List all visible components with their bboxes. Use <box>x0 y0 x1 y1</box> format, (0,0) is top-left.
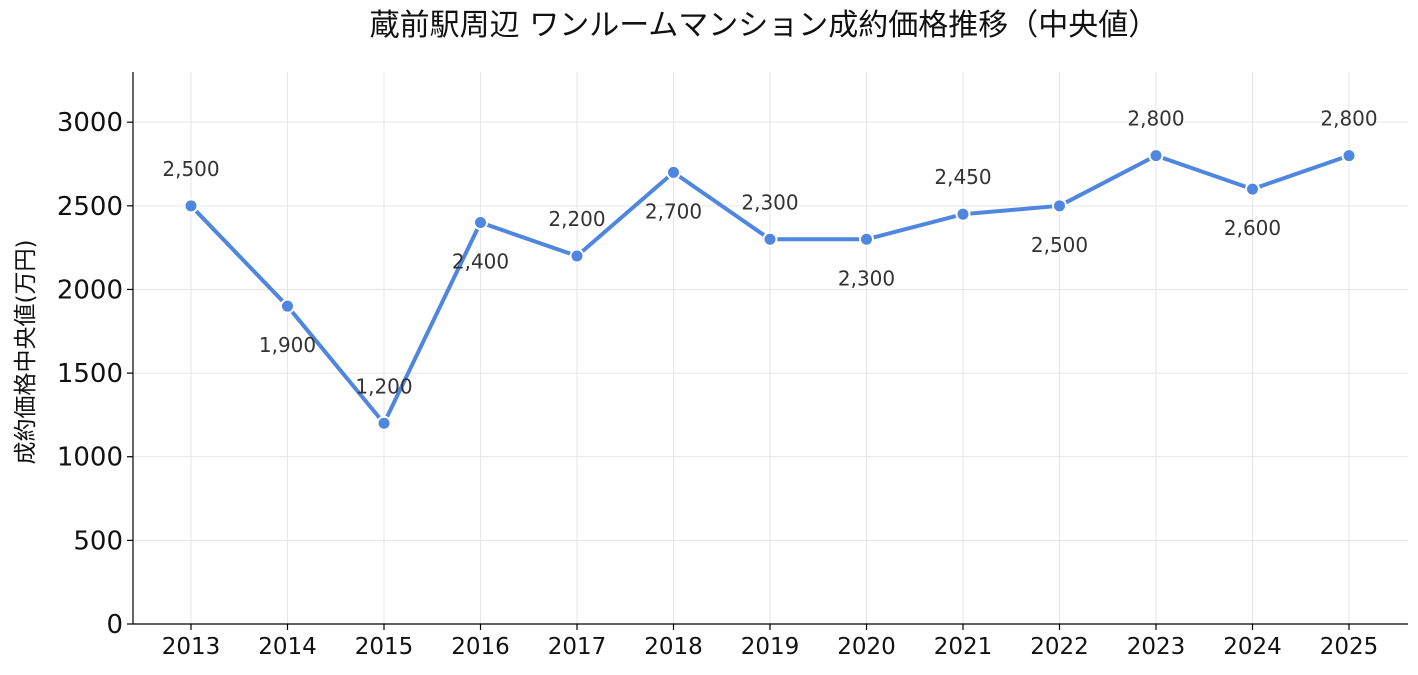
x-tick-label: 2013 <box>162 634 221 660</box>
data-point <box>183 198 199 214</box>
x-tick-label: 2016 <box>451 634 510 660</box>
x-tick-label: 2014 <box>258 634 317 660</box>
data-label: 1,200 <box>355 374 412 398</box>
data-label: 2,800 <box>1320 107 1377 131</box>
x-tick-label: 2023 <box>1127 634 1186 660</box>
data-label: 2,500 <box>162 157 219 181</box>
x-tick-label: 2019 <box>741 634 800 660</box>
data-label: 2,600 <box>1224 216 1281 240</box>
x-tick-label: 2021 <box>934 634 993 660</box>
y-tick-label: 1500 <box>57 359 123 389</box>
x-tick-label: 2025 <box>1320 634 1379 660</box>
data-point <box>1148 148 1164 164</box>
x-tick-label: 2020 <box>837 634 896 660</box>
data-label: 2,800 <box>1127 107 1184 131</box>
x-tick-label: 2022 <box>1030 634 1089 660</box>
x-tick-label: 2017 <box>548 634 607 660</box>
axes <box>127 72 1408 630</box>
y-axis-label: 成約価格中央値(万円) <box>13 240 39 465</box>
data-label: 2,300 <box>838 266 895 290</box>
grid-lines <box>133 72 1408 625</box>
data-point <box>376 415 392 431</box>
x-tick-label: 2018 <box>644 634 703 660</box>
data-label: 2,200 <box>548 207 605 231</box>
data-labels: 2,500 1,900 1,200 2,400 2,200 2,700 2,300 2,300… <box>162 107 1377 399</box>
y-tick-label: 2500 <box>57 192 123 222</box>
y-tick-label: 0 <box>106 610 123 640</box>
data-label: 2,450 <box>934 165 991 189</box>
data-point <box>1341 148 1357 164</box>
data-point <box>859 231 874 247</box>
data-point <box>1245 181 1260 197</box>
data-point <box>666 164 681 180</box>
data-point <box>280 298 295 314</box>
data-point <box>473 215 488 231</box>
data-point <box>762 231 778 247</box>
x-tick-label: 2015 <box>355 634 414 660</box>
y-tick-label: 2000 <box>57 275 123 305</box>
x-tick-label: 2024 <box>1223 634 1282 660</box>
data-point <box>1052 198 1067 214</box>
chart-title: 蔵前駅周辺 ワンルームマンション成約価格推移（中央値） <box>370 8 1159 43</box>
data-point <box>569 248 585 264</box>
data-point <box>955 206 971 222</box>
data-label: 2,300 <box>741 190 798 214</box>
data-points <box>183 148 1357 431</box>
tick-labels: 0 500 1000 1500 2000 2500 3000 2013 2014 2015 2016… <box>57 108 1378 660</box>
y-tick-label: 3000 <box>57 108 123 138</box>
y-tick-label: 500 <box>73 526 123 556</box>
data-label: 2,500 <box>1031 233 1088 257</box>
data-label: 2,400 <box>452 250 509 274</box>
data-label: 1,900 <box>259 333 316 357</box>
y-tick-label: 1000 <box>57 443 123 473</box>
data-label: 2,700 <box>645 199 702 223</box>
